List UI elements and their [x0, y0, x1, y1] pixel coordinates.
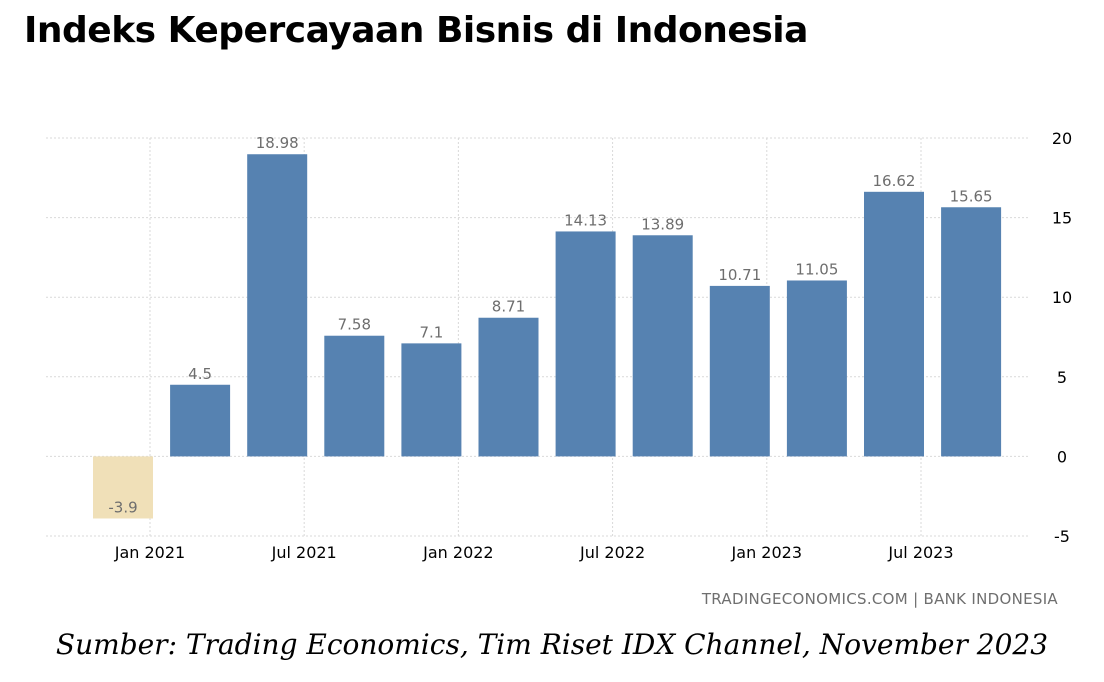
bar	[93, 456, 153, 519]
data-label: -3.9	[108, 498, 137, 516]
y-tick-label: 10	[1052, 288, 1072, 307]
x-tick-label: Jul 2021	[271, 543, 337, 562]
chart-attribution[interactable]: TRADINGECONOMICS.COM | BANK INDONESIA	[701, 590, 1058, 608]
data-label: 7.58	[338, 316, 371, 334]
x-tick-label: Jan 2022	[422, 543, 493, 562]
bar	[555, 231, 616, 457]
bar	[401, 343, 462, 457]
data-label: 8.71	[492, 298, 525, 316]
bar	[864, 191, 924, 457]
y-tick-label: 20	[1052, 129, 1072, 148]
y-tick-label: 5	[1057, 368, 1067, 387]
x-tick-label: Jan 2023	[731, 543, 802, 562]
bar	[941, 207, 1002, 457]
data-label: 10.71	[718, 266, 761, 284]
data-label: 4.5	[188, 365, 212, 383]
bar	[247, 154, 308, 457]
data-label: 7.1	[419, 323, 443, 341]
data-label: 16.62	[873, 172, 916, 190]
bar	[170, 384, 231, 457]
y-tick-label: 15	[1052, 209, 1072, 228]
bar	[324, 335, 385, 457]
bar	[632, 235, 693, 457]
data-label: 15.65	[950, 187, 993, 205]
bar	[786, 280, 847, 457]
source-note: Sumber: Trading Economics, Tim Riset IDX…	[55, 628, 1049, 661]
data-label: 18.98	[256, 134, 299, 152]
x-tick-label: Jul 2023	[887, 543, 953, 562]
bar	[709, 285, 770, 457]
x-tick-label: Jul 2022	[579, 543, 645, 562]
data-label: 14.13	[564, 211, 607, 229]
page-title: Indeks Kepercayaan Bisnis di Indonesia	[24, 10, 808, 51]
data-label: 13.89	[641, 215, 684, 233]
data-label: 11.05	[795, 260, 838, 278]
y-tick-label: 0	[1057, 447, 1067, 466]
x-tick-label: Jan 2021	[114, 543, 185, 562]
bar	[478, 317, 539, 457]
y-tick-label: -5	[1054, 527, 1070, 546]
